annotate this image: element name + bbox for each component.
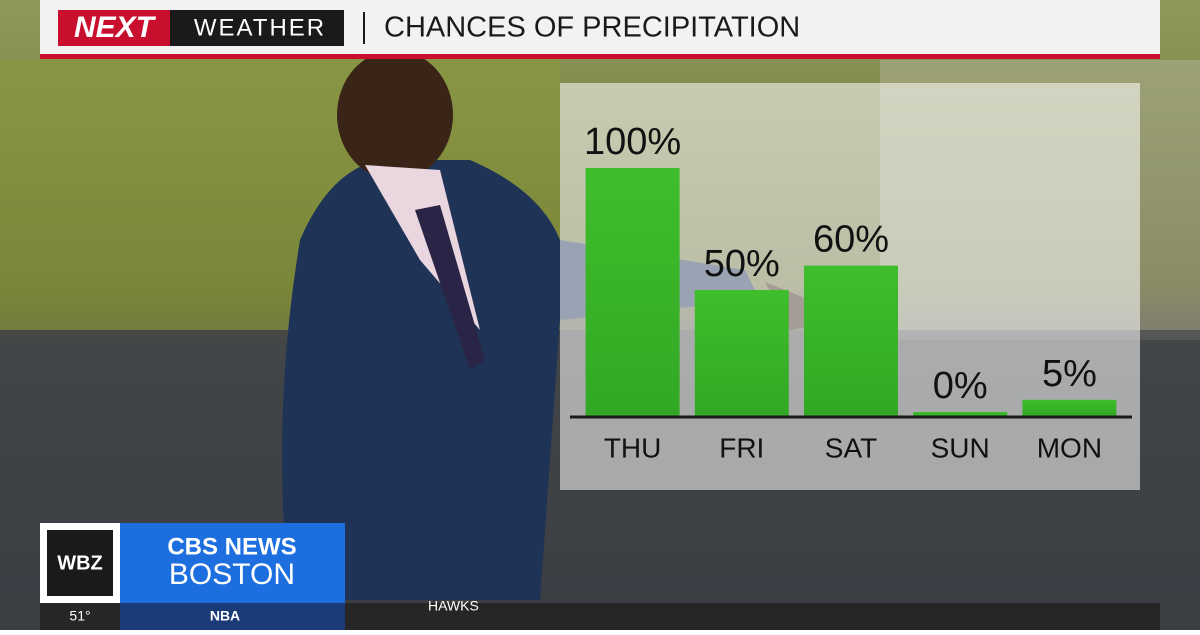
- value-label: 5%: [1042, 353, 1097, 395]
- city: BOSTON: [169, 558, 295, 591]
- category-label: FRI: [719, 432, 764, 463]
- station: WBZ: [57, 552, 103, 574]
- network: CBS NEWS: [167, 533, 296, 560]
- category-label: MON: [1037, 432, 1102, 463]
- brand-weather: WEATHER: [194, 14, 326, 41]
- ticker-team: HAWKS: [428, 598, 479, 614]
- brand-next-box: [58, 10, 170, 46]
- ticker-league-box: [120, 603, 345, 630]
- value-label: 0%: [933, 365, 988, 407]
- header-title: CHANCES OF PRECIPITATION: [384, 12, 800, 44]
- bar: [913, 412, 1008, 416]
- value-label: 100%: [584, 121, 681, 163]
- category-label: THU: [604, 432, 662, 463]
- bar: [804, 265, 898, 416]
- network-box: [120, 523, 345, 603]
- brand-next: NEXT: [74, 11, 157, 44]
- value-label: 60%: [813, 219, 889, 261]
- value-label: 50%: [704, 243, 780, 285]
- bar: [1022, 399, 1117, 416]
- category-label: SAT: [825, 432, 877, 463]
- chart: 100% THU 50% FRI 60% SAT 0% SUN 5% MON: [584, 121, 1117, 463]
- ticker-league: NBA: [210, 608, 240, 624]
- bar: [694, 290, 789, 416]
- station-inner: [47, 530, 113, 596]
- ticker-temperature: 51°: [69, 608, 90, 624]
- header-stripe: [40, 54, 1160, 59]
- bar: [585, 168, 680, 416]
- category-label: SUN: [931, 432, 990, 463]
